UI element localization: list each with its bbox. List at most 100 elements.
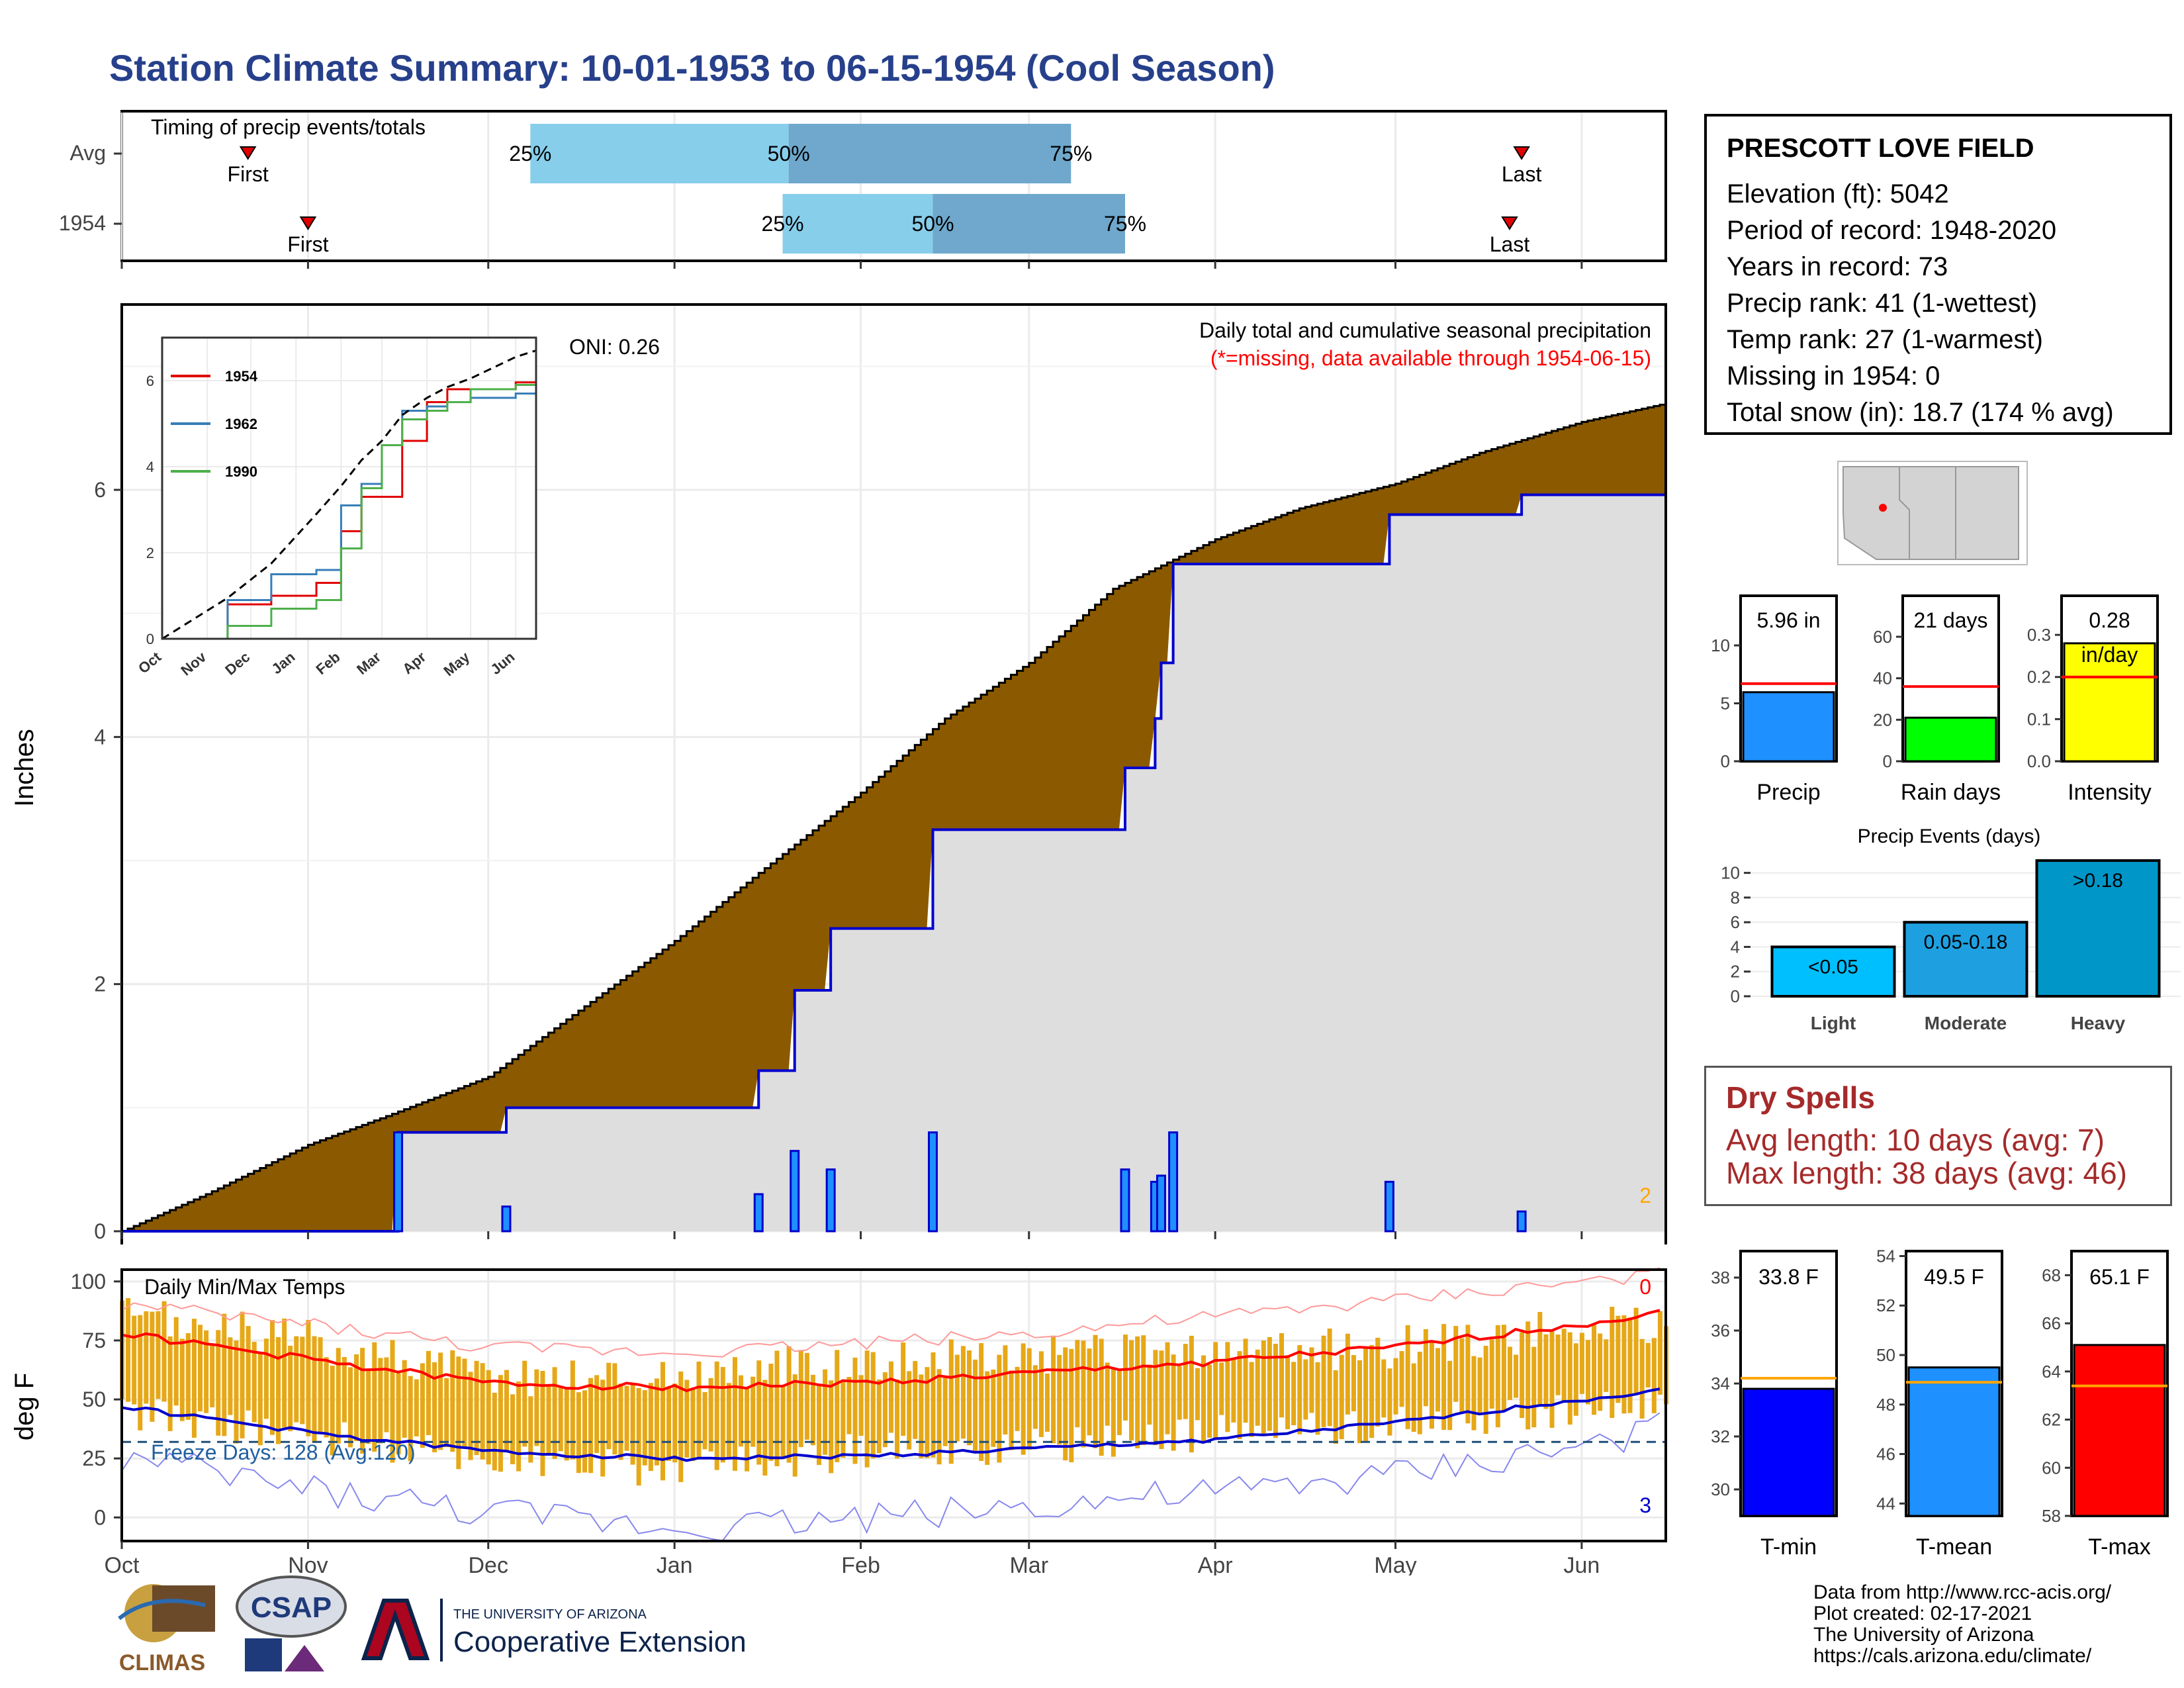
daily-temp-bar [167,1336,173,1431]
daily-temp-bar [510,1394,516,1464]
daily-temp-bar [931,1352,936,1458]
precip-y-tick-label: 4 [94,725,106,749]
daily-temp-bar [1405,1325,1410,1429]
inset-legend-label: 1990 [225,463,257,480]
daily-temp-bar [907,1371,912,1450]
daily-temp-bar [312,1336,317,1443]
daily-temp-bar [654,1378,659,1466]
daily-temp-bar [156,1311,161,1399]
daily-temp-bar [756,1360,762,1465]
daily-temp-bar [678,1371,684,1482]
events-tick-label: 2 [1731,962,1740,982]
daily-temp-bar [1297,1345,1302,1434]
events-tick-label: 0 [1731,986,1740,1006]
daily-temp-bar [138,1315,143,1430]
daily-temp-bar [1225,1342,1230,1432]
daily-temp-bar [1237,1351,1242,1439]
daily-temp-bar [564,1387,569,1461]
locator-map [1837,461,2028,565]
daily-temp-bar [1195,1368,1200,1421]
year-cumulative-line [122,493,1666,1233]
daily-temp-bar [1273,1343,1278,1438]
ua-cooperative-extension-logo: THE UNIVERSITY OF ARIZONA Cooperative Ex… [361,1599,747,1662]
temp-bar-value: 49.5 F [1924,1265,1984,1289]
daily-temp-bar [1435,1348,1441,1412]
daily-temp-bar [228,1337,233,1415]
daily-temp-bar [378,1358,383,1444]
events-bar-text: >0.18 [2073,870,2123,892]
daily-temp-bar [1057,1354,1062,1445]
daily-temp-bar [1213,1342,1218,1438]
temp-bar-tick-label: 66 [2042,1313,2061,1333]
daily-temp-bar [216,1330,221,1436]
temp-bar-tick-label: 30 [1711,1479,1730,1499]
temp-x-tick-label: Feb [841,1553,880,1575]
daily-temp-bar [1639,1338,1645,1419]
dry-avg-length: Avg length: 10 days (avg: 7) [1726,1123,2105,1157]
daily-temp-bar [919,1374,924,1459]
daily-temp-bar [1423,1329,1428,1407]
daily-temp-bar [973,1359,978,1453]
daily-temp-bar [161,1301,167,1402]
daily-temp-bar [672,1383,678,1463]
daily-temp-bar [745,1388,750,1472]
avg-cumulative-area [122,403,1666,1232]
temp-bar-label: T-mean [1916,1534,1992,1560]
daily-temp-bar [1621,1315,1627,1414]
daily-temp-bar [1345,1333,1350,1415]
daily-temp-bar [1159,1350,1164,1449]
temp-x-tick-label: Jun [1563,1553,1600,1575]
inset-y-tick-label: 0 [146,631,154,647]
daily-temp-bar [1261,1340,1266,1435]
daily-temp-bar [1069,1348,1074,1462]
daily-temp-bar [1483,1346,1488,1434]
mini-bar-precip [1742,691,1835,763]
temp-bar-value: 33.8 F [1758,1265,1819,1289]
precip-ylabel: Inches [10,729,39,807]
daily-temp-bar [390,1340,395,1463]
temp-x-tick-label: Apr [1198,1553,1233,1575]
inset-y-tick-label: 4 [146,459,154,475]
daily-temp-bar [768,1364,774,1461]
daily-temp-bar [414,1379,419,1436]
daily-temp-bar [1087,1348,1092,1436]
daily-temp-bar [179,1338,185,1421]
daily-temp-bar [1129,1340,1134,1441]
events-title: Precip Events (days) [1858,825,2041,847]
daily-temp-bar [1171,1354,1176,1451]
daily-temp-bar [835,1350,840,1462]
temp-y-tick-label: 100 [71,1270,106,1293]
daily-temp-bar [846,1377,852,1434]
events-tick-label: 6 [1731,912,1740,932]
timing-label-50: 50% [911,212,954,236]
daily-temp-bar [1032,1365,1038,1429]
inset-border [161,336,537,640]
daily-temp-bar [714,1361,719,1470]
daily-temp-bar [1399,1351,1404,1407]
daily-temp-bar [997,1354,1002,1463]
temp-bar-t-mean [1907,1366,2001,1517]
daily-temp-bar [1567,1332,1572,1425]
temp-y-tick-label: 50 [82,1387,106,1411]
dry-max-length: Max length: 38 days (avg: 46) [1726,1156,2127,1190]
daily-temp-bar [468,1372,473,1460]
daily-temp-bar [600,1380,606,1477]
daily-temp-bar [1561,1329,1567,1401]
station-name: PRESCOTT LOVE FIELD [1727,134,2034,163]
daily-temp-bar [630,1384,635,1465]
daily-temp-bar [1543,1334,1549,1409]
station-temp-rank: Temp rank: 27 (1-warmest) [1727,325,2043,354]
daily-temp-bar [1610,1307,1615,1419]
temp-x-tick-label: Oct [105,1553,140,1575]
daily-temp-bar [1075,1340,1080,1428]
daily-temp-bar [876,1379,882,1454]
precip-events-chart: Precip Events (days) 0 2 4 6 8 10 <0.05 Light 0.… [1721,825,2181,1033]
inset-legend-label: 1962 [225,416,257,432]
precip-summary-bars: 5.96 in 0 5 10 Precip 21 days 0 20 40 60 Rain days… [1711,594,2159,805]
temp-bar-tick-label: 34 [1711,1374,1730,1393]
daily-temp-bar [336,1348,341,1444]
csap-logo: CSAP [236,1575,347,1671]
events-bar-light [1770,945,1896,998]
events-bar-heavy [2035,859,2161,998]
timing-label-50: 50% [768,142,810,165]
